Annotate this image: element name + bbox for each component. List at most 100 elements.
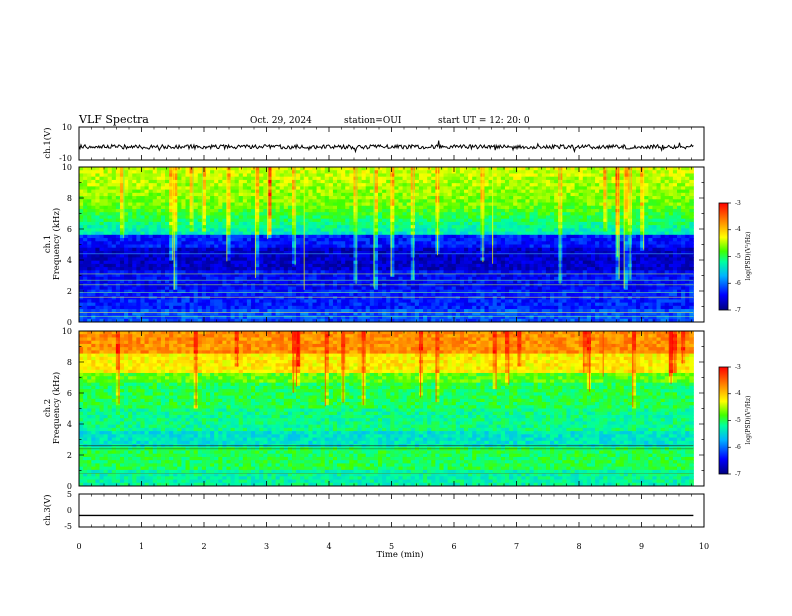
spectrogram-cell	[235, 225, 240, 229]
spectrogram-cell	[112, 238, 117, 242]
spectrogram-cell	[394, 215, 399, 219]
spectrogram-cell	[259, 203, 264, 207]
spectrogram-cell	[493, 228, 498, 232]
spectrogram-cell	[550, 248, 555, 252]
spectrogram-cell	[259, 180, 264, 184]
spectrogram-cell	[497, 186, 502, 190]
spectrogram-cell	[251, 264, 256, 268]
spectrogram-cell	[198, 248, 203, 252]
spectrogram-cell	[587, 177, 592, 181]
spectrogram-cell	[214, 225, 219, 229]
spectrogram-cell	[554, 267, 559, 271]
spectrogram-cell	[669, 264, 674, 268]
spectrogram-cell	[312, 212, 317, 216]
spectrogram-cell	[259, 238, 264, 242]
spectrogram-cell	[329, 215, 334, 219]
spectrogram-cell	[112, 212, 117, 216]
spectrogram-cell	[652, 173, 657, 177]
spectrogram-cell	[161, 248, 166, 252]
spectrogram-cell	[530, 241, 535, 245]
spectrogram-cell	[497, 267, 502, 271]
spectrogram-cell	[308, 222, 313, 226]
spectrogram-cell	[611, 203, 616, 207]
spectrogram-cell	[554, 190, 559, 194]
spectrogram-cell	[439, 212, 444, 216]
spectrogram-cell	[128, 203, 133, 207]
spectrogram-cell	[575, 203, 580, 207]
spectrogram-cell	[595, 167, 600, 171]
spectrogram-cell	[108, 254, 113, 258]
spectrogram-cell	[325, 267, 330, 271]
spectrogram-cell	[145, 264, 150, 268]
spectrogram-cell	[251, 257, 256, 261]
spectrogram-cell	[685, 222, 690, 226]
spectrogram-cell	[112, 203, 117, 207]
spectrogram-cell	[431, 225, 436, 229]
spectrogram-cell	[513, 257, 518, 261]
spectrogram-cell	[575, 235, 580, 239]
spectrogram-cell	[312, 245, 317, 249]
spectrogram-cell	[472, 209, 477, 213]
spectrogram-cell	[292, 264, 297, 268]
spectrogram-cell	[472, 254, 477, 258]
spectrogram-cell	[345, 196, 350, 200]
spectrogram-cell	[132, 264, 137, 268]
spectrogram-cell	[165, 241, 170, 245]
spectrogram-cell	[673, 235, 678, 239]
spectrogram-cell	[648, 241, 653, 245]
spectrogram-cell	[652, 215, 657, 219]
spectrogram-cell	[538, 235, 543, 239]
spectrogram-cell	[358, 248, 363, 252]
spectrogram-cell	[562, 232, 567, 236]
spectrogram-cell	[95, 177, 100, 181]
spectrogram-cell	[304, 186, 309, 190]
spectrogram-cell	[288, 193, 293, 197]
spectrogram-cell	[648, 222, 653, 226]
spectrogram-cell	[636, 180, 641, 184]
spectrogram-cell	[444, 180, 449, 184]
spectrogram-cell	[91, 215, 96, 219]
spectrogram-cell	[378, 190, 383, 194]
spectrogram-cell	[333, 251, 338, 255]
spectrogram-cell	[366, 254, 371, 258]
spectrogram-cell	[329, 180, 334, 184]
spectrogram-cell	[591, 267, 596, 271]
spectrogram-cell	[194, 254, 199, 258]
spectrogram-cell	[214, 238, 219, 242]
spectrogram-cell	[296, 196, 301, 200]
spectrogram-cell	[669, 170, 674, 174]
spectrogram-cell	[620, 199, 625, 203]
spectrogram-cell	[448, 215, 453, 219]
spectrogram-cell	[206, 180, 211, 184]
spectrogram-cell	[607, 193, 612, 197]
spectrogram-cell	[505, 264, 510, 268]
spectrogram-cell	[153, 209, 158, 213]
spectrogram-cell	[661, 199, 666, 203]
spectrogram-cell	[550, 183, 555, 187]
spectrogram-cell	[124, 228, 129, 232]
spectrogram-cell	[501, 257, 506, 261]
spectrogram-cell	[185, 225, 190, 229]
spectrogram-cell	[423, 203, 428, 207]
spectrogram-cell	[685, 241, 690, 245]
spectrogram-cell	[591, 193, 596, 197]
spectrogram-cell	[116, 177, 121, 181]
spectrogram-cell	[689, 267, 694, 271]
spectrogram-cell	[550, 232, 555, 236]
spectrogram-cell	[153, 215, 158, 219]
spectrogram-cell	[603, 232, 608, 236]
spectrogram-cell	[140, 251, 145, 255]
spectrogram-cell	[611, 212, 616, 216]
spectrogram-cell	[312, 193, 317, 197]
spectrogram-cell	[214, 177, 219, 181]
spectrogram-cell	[280, 251, 285, 255]
spectrogram-cell	[677, 238, 682, 242]
spectrogram-cell	[280, 261, 285, 265]
spectrogram-cell	[145, 196, 150, 200]
spectrogram-cell	[476, 228, 481, 232]
spectrogram-cell	[239, 238, 244, 242]
spectrogram-cell	[280, 173, 285, 177]
spectrogram-cell	[530, 254, 535, 258]
spectrogram-cell	[423, 245, 428, 249]
spectrogram-cell	[153, 170, 158, 174]
